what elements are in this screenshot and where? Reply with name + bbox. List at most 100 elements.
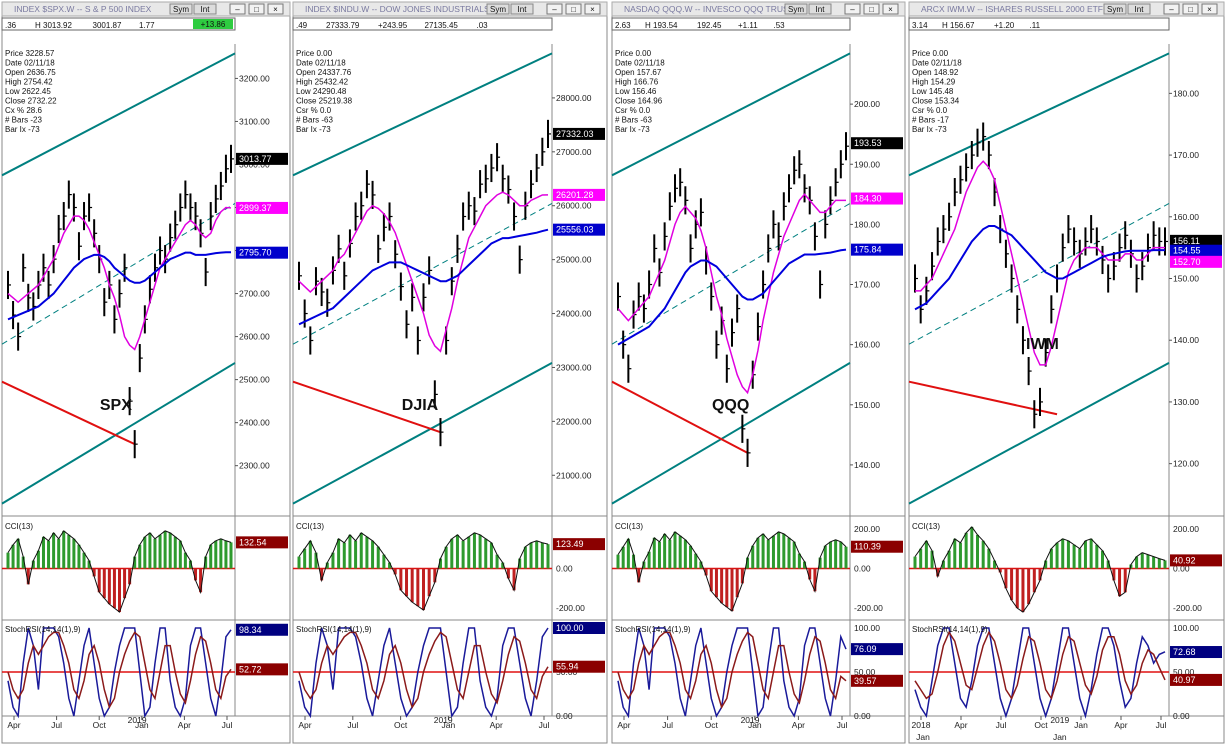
- x-tick-label: Apr: [7, 720, 20, 730]
- info-line: Bar Ix -73: [5, 125, 40, 134]
- close-button[interactable]: [584, 3, 601, 15]
- maximize-button[interactable]: [863, 3, 880, 15]
- stoch-tick-label: 100.00: [854, 623, 880, 633]
- minimize-button[interactable]: [546, 3, 563, 15]
- cci-label-box: [851, 540, 903, 553]
- cci-tick-label: 0.00: [854, 564, 871, 574]
- stoch-value-label: 100.00: [556, 623, 584, 633]
- sym-button[interactable]: [1103, 3, 1127, 15]
- price-label: 184.30: [854, 194, 882, 204]
- info-line: Price 0.00: [296, 49, 333, 58]
- cci-value-label: 110.39: [854, 542, 881, 552]
- x-tick-label: Jul: [1156, 720, 1167, 730]
- cci-line: [298, 532, 549, 611]
- int-button-label: Int: [201, 5, 211, 14]
- cci-tick-label: -200.00: [1173, 603, 1202, 613]
- int-button[interactable]: [1127, 3, 1151, 15]
- cci-label-box: [236, 536, 288, 549]
- slow-ma-line: [914, 225, 1165, 311]
- x-tick-label: Oct: [394, 720, 408, 730]
- quote-field: 3001.87: [93, 21, 122, 30]
- price-label-box: [236, 246, 288, 259]
- stoch-k-line: [914, 627, 1166, 719]
- channel-lower: [611, 362, 851, 505]
- price-label: 27332.03: [556, 129, 594, 139]
- quote-field: .36: [5, 21, 17, 30]
- quote-field: .03: [477, 21, 489, 30]
- stoch-title: StochRSI(14,14(1),9): [615, 625, 691, 634]
- stoch-label-box: [553, 622, 605, 634]
- info-line: # Bars -23: [5, 116, 42, 125]
- minimize-button[interactable]: [229, 3, 246, 15]
- fast-ma-line: [915, 160, 1165, 366]
- price-label: 2795.70: [239, 248, 272, 258]
- quote-header: [292, 17, 553, 31]
- minimize-icon: –: [552, 5, 557, 14]
- close-button[interactable]: [267, 3, 284, 15]
- stoch-label-box: [553, 660, 605, 673]
- x-tick-label: Apr: [792, 720, 805, 730]
- year-label: 2019: [434, 715, 453, 725]
- minimize-button[interactable]: [844, 3, 861, 15]
- quote-field: .53: [774, 21, 786, 30]
- quote-field: 27333.79: [326, 21, 360, 30]
- info-line: Close 164.96: [615, 97, 663, 106]
- stoch-d-line: [7, 631, 232, 710]
- sym-button[interactable]: [486, 3, 510, 15]
- y-tick-label: 180.00: [854, 219, 880, 229]
- stoch-tick-label: 100.00: [1173, 623, 1199, 633]
- stoch-d-line: [617, 631, 847, 710]
- info-line: Low 2622.45: [5, 87, 51, 96]
- stoch-d-line: [914, 630, 1166, 701]
- y-tick-label: 22000.00: [556, 416, 592, 426]
- y-tick-label: 160.00: [854, 340, 880, 350]
- y-tick-label: 170.00: [1173, 150, 1199, 160]
- symbol-label: IWM: [1026, 336, 1059, 353]
- sym-button-label: Sym: [1107, 5, 1123, 14]
- info-line: Bar Ix -73: [912, 125, 947, 134]
- maximize-button[interactable]: [248, 3, 265, 15]
- channel-upper: [611, 52, 851, 177]
- channel-upper: [1, 52, 236, 177]
- y-tick-label: 23000.00: [556, 362, 592, 372]
- stoch-d-line: [298, 631, 549, 709]
- stoch-value-label: 52.72: [239, 664, 262, 674]
- price-label: 2899.37: [239, 203, 272, 213]
- maximize-button[interactable]: [1182, 3, 1199, 15]
- y-tick-label: 28000.00: [556, 93, 592, 103]
- sym-button[interactable]: [784, 3, 808, 15]
- cci-title: CCI(13): [5, 522, 33, 531]
- price-label: 193.53: [854, 138, 882, 148]
- trend-line: [292, 380, 441, 434]
- stoch-value-label: 55.94: [556, 662, 579, 672]
- stoch-label-box: [1170, 646, 1222, 659]
- y-tick-label: 150.00: [1173, 274, 1199, 284]
- maximize-button[interactable]: [565, 3, 582, 15]
- x-tick-label: Apr: [490, 720, 503, 730]
- minimize-button[interactable]: [1163, 3, 1180, 15]
- x-tick-label: Jul: [347, 720, 358, 730]
- quote-field: H 193.54: [645, 21, 678, 30]
- close-button[interactable]: [1201, 3, 1218, 15]
- info-line: Low 145.48: [912, 87, 954, 96]
- window-title: INDEX $SPX.W -- S & P 500 INDEX: [14, 4, 152, 14]
- y-tick-label: 120.00: [1173, 459, 1199, 469]
- info-line: High 166.76: [615, 78, 659, 87]
- x-tick-label: Oct: [1034, 720, 1048, 730]
- x-tick-label: Jul: [51, 720, 62, 730]
- int-button[interactable]: [808, 3, 832, 15]
- int-button[interactable]: [193, 3, 217, 15]
- cci-tick-label: -200.00: [556, 603, 585, 613]
- panel-djia: INDEX $INDU.W -- DOW JONES INDUSTRIALS Sy…: [292, 1, 608, 744]
- close-button[interactable]: [882, 3, 899, 15]
- price-label: 156.11: [1173, 236, 1200, 246]
- price-label: 154.55: [1173, 246, 1201, 256]
- sym-button[interactable]: [169, 3, 193, 15]
- x-tick-label: Jul: [222, 720, 233, 730]
- x-tick-label: Apr: [954, 720, 967, 730]
- window-title: NASDAQ QQQ.W -- INVESCO QQQ TRUST: [624, 4, 794, 14]
- x-tick-label: Jan: [748, 720, 762, 730]
- int-button[interactable]: [510, 3, 534, 15]
- info-line: Csr % 0.0: [296, 106, 332, 115]
